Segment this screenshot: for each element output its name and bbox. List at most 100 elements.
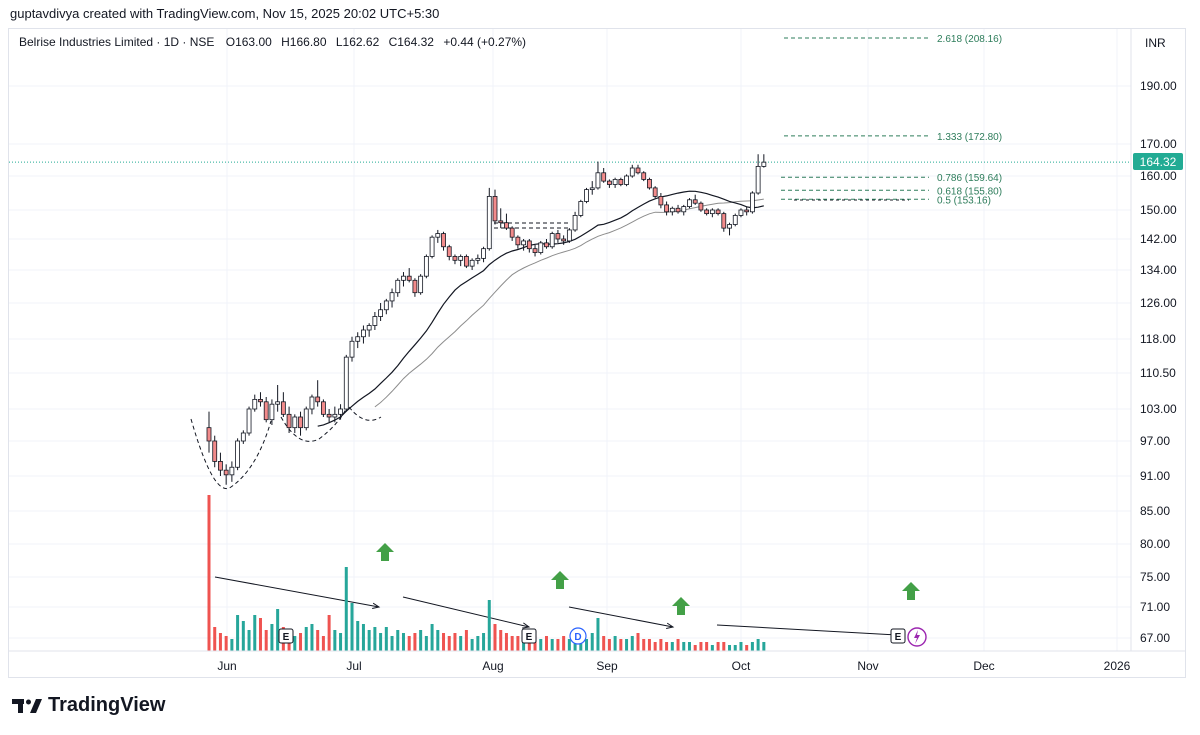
candle xyxy=(526,239,532,253)
price-tick-label: 118.00 xyxy=(1140,332,1176,346)
candle xyxy=(309,394,315,415)
volume-bar xyxy=(327,615,331,651)
candle-body-down xyxy=(326,413,332,418)
candle xyxy=(664,201,669,216)
candle xyxy=(452,254,458,265)
candle-body-down xyxy=(664,204,669,213)
fib-level-label: 0.5 (153.16) xyxy=(937,195,991,206)
price-axis[interactable]: 190.00 170.00 160.00 150.00 142.00 134.00 126.… xyxy=(1140,79,1177,645)
currency-label[interactable]: INR xyxy=(1145,36,1166,50)
candle xyxy=(315,380,321,407)
volume-bar xyxy=(533,636,537,651)
candle-body-up xyxy=(589,187,595,190)
candle-body-up xyxy=(378,309,384,317)
candle xyxy=(635,164,641,175)
candle xyxy=(401,272,406,287)
price-tick-label: 126.00 xyxy=(1140,296,1177,310)
candle xyxy=(669,206,675,216)
tradingview-logo[interactable]: TradingView xyxy=(12,694,165,717)
candle xyxy=(584,187,589,204)
candle xyxy=(607,179,612,188)
candle xyxy=(229,461,235,482)
volume-bar xyxy=(659,639,663,651)
candle xyxy=(349,336,355,362)
candle xyxy=(469,258,475,270)
candle xyxy=(698,201,704,212)
candle-body-up xyxy=(349,340,355,358)
candle-body-up xyxy=(761,161,767,167)
time-tick-label: Nov xyxy=(857,659,878,673)
volume-bar xyxy=(270,624,274,651)
volume-up-arrow-icon xyxy=(672,597,690,615)
earnings-icon xyxy=(890,628,906,644)
time-axis[interactable]: Jun Jul Aug Sep Oct Nov Dec 2026 xyxy=(217,659,1130,673)
event-markers[interactable]: E E ED xyxy=(278,543,927,647)
candle-body-down xyxy=(635,167,641,174)
candle-body-down xyxy=(544,242,549,248)
volume-bar xyxy=(556,639,560,651)
volume-bar xyxy=(293,636,297,651)
volume-bar xyxy=(401,633,405,651)
candle-body-down xyxy=(320,401,326,415)
candle-body-up xyxy=(423,256,429,277)
candle xyxy=(641,171,647,182)
volume-bar xyxy=(699,642,703,651)
logo-text: TradingView xyxy=(48,694,166,716)
volume-bar xyxy=(258,618,262,651)
candle-body-down xyxy=(721,213,727,229)
price-tick-label: 97.00 xyxy=(1140,434,1170,448)
volume-bar xyxy=(464,630,468,651)
candle xyxy=(555,229,561,243)
candle-body-up xyxy=(332,413,338,418)
chart-pane[interactable]: 2.618 (208.16) 1.333 (172.80) 0.786 (159.6… xyxy=(8,28,1186,678)
price-tick-label: 170.00 xyxy=(1140,137,1177,151)
volume-bar xyxy=(350,603,354,651)
volume-bar xyxy=(264,630,268,651)
volume-bars xyxy=(207,495,766,651)
candle-body-down xyxy=(441,233,446,248)
time-tick-label: Dec xyxy=(973,659,994,673)
volume-bar xyxy=(527,639,531,651)
volume-bar xyxy=(745,645,749,651)
candle-body-down xyxy=(223,469,229,476)
candle-body-down xyxy=(658,195,664,206)
candle-body-down xyxy=(744,209,750,213)
tradingview-logo-icon xyxy=(12,698,42,713)
volume-bar xyxy=(636,633,640,651)
candle xyxy=(486,187,492,251)
candle xyxy=(435,229,441,243)
cup-curve-1 xyxy=(190,418,272,489)
candle xyxy=(624,174,629,187)
fib-levels[interactable]: 2.618 (208.16) 1.333 (172.80) 0.786 (159.6… xyxy=(781,34,1002,206)
candle-body-up xyxy=(429,236,435,257)
volume-bar xyxy=(682,642,686,651)
candle xyxy=(280,392,286,417)
candle-body-down xyxy=(515,236,521,246)
candle xyxy=(361,325,366,344)
volume-bar xyxy=(756,639,760,651)
price-chart[interactable]: 2.618 (208.16) 1.333 (172.80) 0.786 (159.6… xyxy=(9,29,1185,677)
candle xyxy=(423,254,429,279)
candle-body-down xyxy=(704,209,710,215)
candle-body-up xyxy=(709,209,715,215)
volume-bar xyxy=(613,636,617,651)
candle xyxy=(715,208,721,216)
candle-body-down xyxy=(258,398,263,403)
candle xyxy=(246,406,252,436)
candle xyxy=(292,414,298,433)
volume-bar xyxy=(430,624,434,651)
candle-body-down xyxy=(406,275,412,281)
volume-bar xyxy=(705,642,709,651)
candle-body-up xyxy=(401,275,406,281)
volume-bar xyxy=(487,600,491,651)
candle-body-down xyxy=(647,178,652,189)
candle-body-down xyxy=(492,195,498,222)
candle xyxy=(395,278,401,297)
candle xyxy=(521,239,526,251)
candle xyxy=(504,213,509,230)
volume-bar xyxy=(470,639,474,651)
candle-body-up xyxy=(252,398,258,410)
candle-body-down xyxy=(555,233,561,240)
volume-bar xyxy=(253,615,257,651)
volume-trend-arrow-1-head xyxy=(372,602,381,610)
